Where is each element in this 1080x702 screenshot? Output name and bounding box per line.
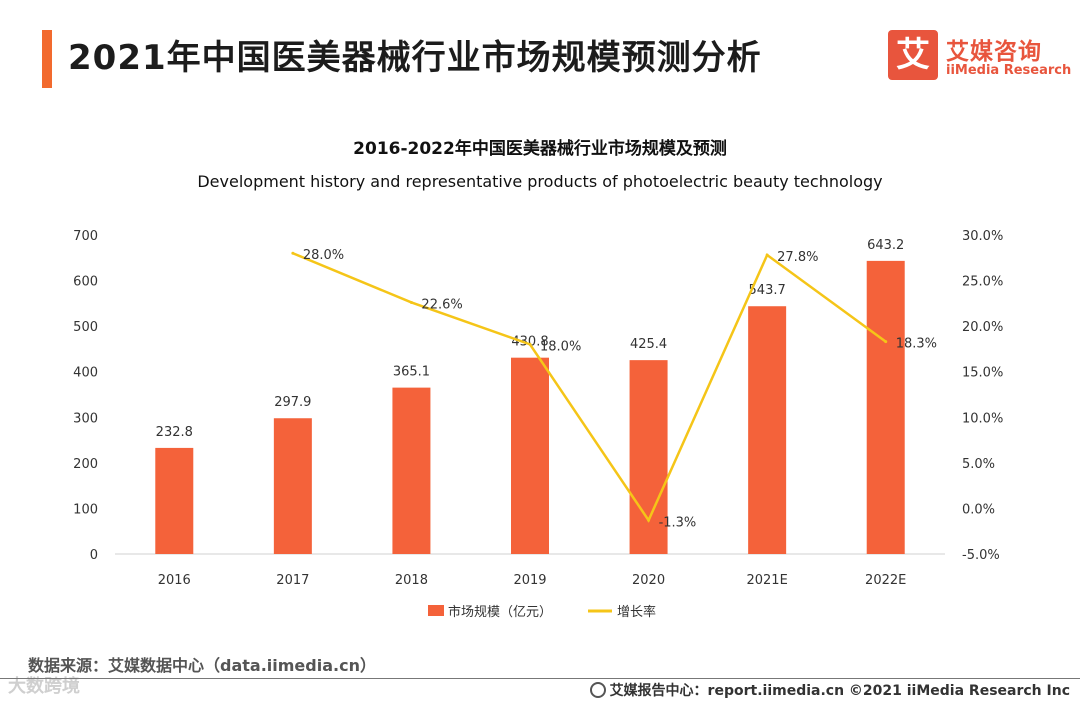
growth-rate-point-2021E: [765, 253, 769, 257]
left-axis-tick-label: 500: [73, 320, 98, 335]
bar-value-label: 643.2: [867, 238, 904, 253]
x-tick-label: 2021E: [746, 573, 787, 588]
logo-english-name: iiMedia Research: [946, 63, 1072, 78]
right-axis-tick-label: 15.0%: [962, 366, 1003, 381]
data-source: 数据来源：艾媒数据中心（data.iimedia.cn）: [28, 656, 376, 675]
growth-rate-label: 18.3%: [896, 337, 937, 352]
legend-line-label: 增长率: [617, 604, 656, 620]
title-accent-bar: [42, 30, 52, 88]
bar-2021E: [748, 306, 787, 554]
growth-rate-point-2022E: [884, 340, 888, 344]
right-axis-tick-label: 20.0%: [962, 320, 1003, 335]
market-size-chart: 2016-2022年中国医美器械行业市场规模及预测 Development his…: [73, 138, 1003, 620]
growth-rate-label: -1.3%: [659, 515, 697, 530]
iimedia-logo: 艾 艾媒咨询 iiMedia Research: [888, 30, 1072, 86]
bar-value-label: 543.7: [749, 283, 786, 298]
chart-subtitle: Development history and representative p…: [197, 172, 882, 191]
x-tick-label: 2016: [158, 573, 191, 588]
left-axis-tick-label: 400: [73, 366, 98, 381]
x-tick-label: 2019: [513, 573, 546, 588]
bar-2019: [511, 357, 549, 554]
globe-icon: [589, 682, 606, 698]
right-axis-tick-label: 5.0%: [962, 457, 995, 472]
right-axis-tick-label: 0.0%: [962, 502, 995, 517]
bar-value-label: 297.9: [274, 395, 311, 410]
left-axis-tick-label: 100: [73, 502, 98, 517]
legend-bar-label: 市场规模（亿元）: [448, 604, 552, 620]
logo-chinese-name: 艾媒咨询: [946, 39, 1042, 65]
left-axis-tick-label: 200: [73, 457, 98, 472]
right-axis-tick-label: 10.0%: [962, 411, 1003, 426]
left-axis-tick-label: 600: [73, 275, 98, 290]
bar-value-label: 430.8: [511, 335, 548, 350]
watermark: 大数跨境: [8, 676, 80, 697]
growth-rate-point-2019: [528, 342, 532, 346]
growth-rate-label: 18.0%: [540, 339, 581, 354]
bar-value-label: 365.1: [393, 365, 430, 380]
footer-divider: [0, 678, 1080, 679]
bar-2022E: [866, 260, 905, 554]
x-tick-label: 2020: [632, 573, 665, 588]
footer-report: 艾媒报告中心：report.iimedia.cn ©2021 iiMedia R…: [589, 680, 1070, 700]
right-axis-tick-label: 25.0%: [962, 275, 1003, 290]
footer-report-text: 艾媒报告中心：report.iimedia.cn ©2021 iiMedia R…: [609, 683, 1070, 699]
growth-rate-point-2018: [409, 300, 413, 304]
legend-bar-swatch: [428, 605, 444, 616]
x-tick-label: 2017: [276, 573, 309, 588]
left-axis-tick-label: 700: [73, 229, 98, 244]
growth-rate-label: 27.8%: [777, 250, 818, 265]
page-title: 2021年中国医美器械行业市场规模预测分析: [68, 38, 762, 78]
growth-rate-label: 22.6%: [421, 297, 462, 312]
left-axis-tick-label: 0: [90, 548, 98, 563]
bar-value-label: 425.4: [630, 337, 667, 352]
x-tick-label: 2022E: [865, 573, 906, 588]
bar-value-label: 232.8: [156, 425, 193, 440]
bar-2016: [155, 447, 194, 554]
growth-rate-label: 28.0%: [303, 248, 344, 263]
logo-mark: 艾: [888, 30, 938, 80]
growth-rate-line: [292, 252, 887, 523]
right-axis-tick-label: -5.0%: [962, 548, 1000, 563]
bar-2018: [392, 387, 431, 554]
right-axis-tick-label: 30.0%: [962, 229, 1003, 244]
bar-2017: [273, 418, 312, 554]
chart-title: 2016-2022年中国医美器械行业市场规模及预测: [353, 138, 727, 159]
growth-rate-point-2017: [291, 251, 295, 255]
left-axis-tick-label: 300: [73, 411, 98, 426]
x-tick-label: 2018: [395, 573, 428, 588]
growth-rate-point-2020: [647, 518, 651, 522]
